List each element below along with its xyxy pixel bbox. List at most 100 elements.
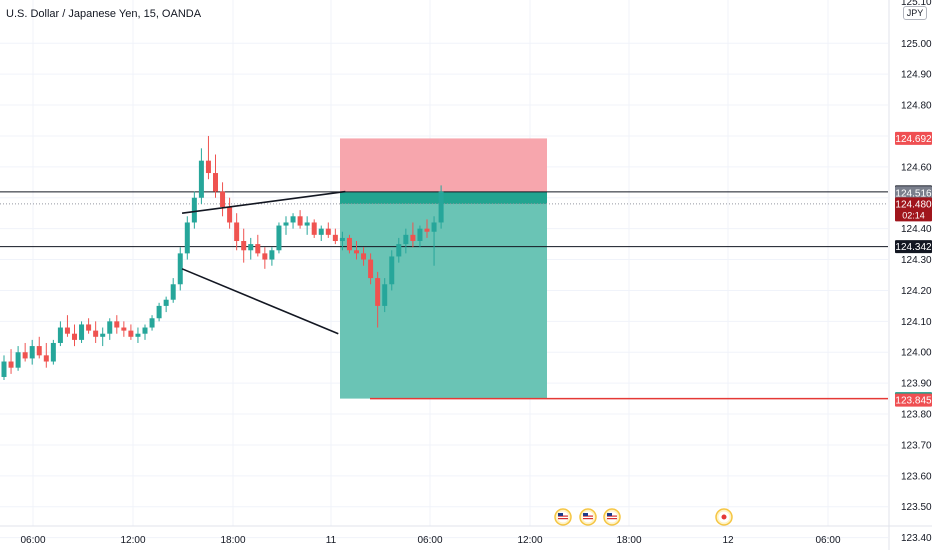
price-labels: 124.692124.519124.516124.48002:14124.342…	[895, 131, 932, 407]
horizontal-levels[interactable]	[0, 191, 888, 400]
bear-candle	[297, 216, 303, 226]
bull-candle	[269, 250, 275, 260]
trendline[interactable]	[181, 190, 346, 214]
price-tick-label: 124.800	[901, 101, 932, 112]
bull-candle	[191, 197, 197, 223]
bear-candle	[325, 228, 331, 235]
bear-candle	[22, 352, 28, 359]
countdown-label: 02:14	[902, 210, 925, 220]
bear-candle	[361, 253, 367, 260]
bear-candle	[332, 234, 338, 242]
price-label-text: 124.692	[895, 134, 932, 145]
us-flag-icon[interactable]	[579, 508, 597, 526]
price-tick-label: 123.400	[901, 533, 932, 544]
bear-candle	[354, 250, 359, 254]
grid-lines	[0, 0, 888, 539]
bull-candle	[339, 237, 345, 242]
bear-candle	[43, 355, 49, 362]
price-tick-label: 123.500	[901, 502, 932, 513]
bull-candle	[184, 222, 190, 254]
price-label-123-845	[895, 393, 932, 407]
price-tick-label: 125.000	[901, 39, 932, 50]
time-tick-label: 06:00	[20, 535, 45, 546]
bear-candle	[255, 244, 261, 254]
bull-candle	[135, 333, 141, 337]
price-axis[interactable]: 125.000124.900124.800124.700124.600124.5…	[888, 0, 932, 550]
symbol-title[interactable]: U.S. Dollar / Japanese Yen, 15, OANDA	[6, 8, 202, 20]
time-tick-label: 18:00	[616, 535, 641, 546]
price-label-124-342	[895, 240, 932, 254]
price-label-124-480	[895, 197, 932, 222]
price-label-text: 124.480	[895, 199, 932, 210]
currency-badge[interactable]: JPY	[903, 6, 927, 20]
price-tick-label: 124.200	[901, 286, 932, 297]
bear-candle	[375, 278, 381, 306]
price-tick-label: 124.000	[901, 348, 932, 359]
bear-candle	[64, 327, 70, 334]
bull-candle	[304, 222, 310, 226]
bull-candle	[389, 256, 395, 285]
bear-candle	[410, 234, 416, 242]
trendlines[interactable]	[181, 190, 346, 335]
bull-candle	[100, 333, 106, 337]
top-price-tick: 125.100	[901, 0, 932, 8]
price-tick-label: 124.100	[901, 317, 932, 328]
price-tick-label: 124.300	[901, 255, 932, 266]
bull-candle	[50, 342, 56, 362]
bull-candle	[290, 216, 296, 223]
bull-candle	[431, 222, 437, 232]
bull-candle	[163, 299, 169, 306]
bear-candle	[241, 241, 247, 251]
bear-candle	[424, 228, 430, 232]
bull-candle	[149, 318, 155, 328]
price-tick-label: 123.900	[901, 379, 932, 390]
time-tick-label: 18:00	[220, 535, 245, 546]
bull-candle	[396, 244, 402, 257]
price-label-text: 124.342	[895, 242, 932, 253]
event-markers[interactable]	[554, 508, 733, 526]
price-label-text: 124.516	[895, 188, 932, 199]
time-tick-label: 06:00	[815, 535, 840, 546]
bear-candle	[227, 207, 233, 223]
bull-candle	[276, 225, 282, 251]
bear-candle	[346, 237, 352, 251]
bear-candle	[72, 333, 77, 340]
price-label-124-692	[895, 131, 932, 145]
bear-candle	[311, 222, 317, 235]
price-tick-label: 123.600	[901, 471, 932, 482]
us-flag-icon[interactable]	[554, 508, 572, 526]
bull-candle	[29, 346, 35, 359]
bull-candle	[417, 228, 423, 242]
position-tool[interactable]	[340, 138, 547, 399]
bull-candle	[403, 234, 409, 245]
bull-candle	[79, 324, 85, 340]
time-tick-label: 06:00	[417, 535, 442, 546]
bull-candle	[15, 352, 21, 368]
time-tick-label: 12:00	[517, 535, 542, 546]
bear-candle	[93, 330, 99, 337]
bull-candle	[170, 284, 176, 300]
bear-candle	[114, 321, 120, 328]
us-flag-icon[interactable]	[603, 508, 621, 526]
candles	[1, 135, 444, 381]
trendline[interactable]	[181, 268, 339, 335]
time-axis[interactable]: 06:00 12:00 18:00 11 06:00 12:00 18:00 12 06:00	[0, 525, 932, 546]
bear-candle	[36, 346, 42, 356]
bull-candle	[248, 244, 254, 251]
bear-candle	[8, 361, 14, 368]
bull-candle	[283, 222, 289, 226]
bear-candle	[220, 191, 226, 208]
price-tick-label: 124.400	[901, 224, 932, 235]
bull-candle	[382, 284, 388, 306]
bull-candle	[1, 361, 7, 377]
bear-candle	[262, 253, 268, 260]
bear-candle	[86, 324, 92, 331]
price-tick-label: 123.800	[901, 410, 932, 421]
bull-candle	[198, 160, 204, 198]
take-profit-zone[interactable]	[340, 203, 547, 399]
bear-candle	[128, 330, 134, 337]
bull-candle	[107, 321, 113, 334]
event-dot-icon[interactable]	[715, 508, 733, 526]
time-tick-label: 12	[722, 535, 734, 546]
